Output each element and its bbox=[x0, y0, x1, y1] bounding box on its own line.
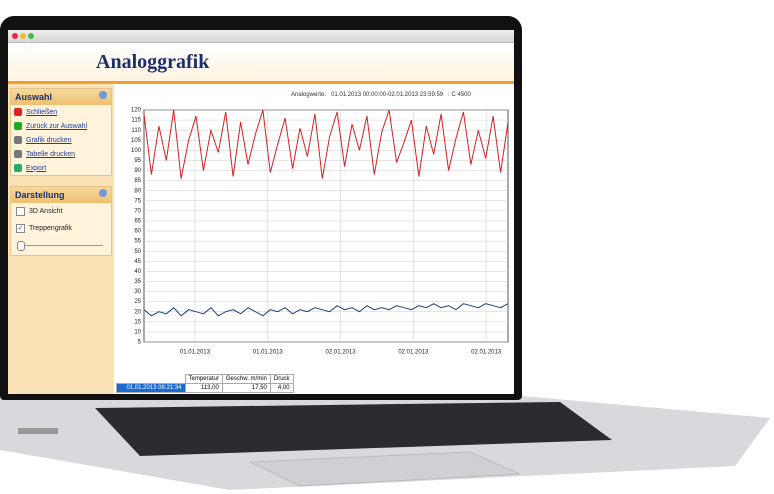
y-tick-label: 40 bbox=[134, 269, 141, 275]
cell: 113,00 bbox=[184, 383, 223, 393]
y-tick-label: 60 bbox=[134, 229, 141, 235]
plot-area bbox=[143, 109, 509, 343]
slider[interactable] bbox=[11, 237, 111, 255]
x-tick-label: 02.01.2013 bbox=[326, 350, 357, 356]
table-row[interactable]: 01.01.2013 06:21:34 113,00 17,50 4,00 bbox=[116, 383, 294, 393]
keyboard bbox=[95, 402, 612, 456]
y-tick-label: 85 bbox=[134, 178, 141, 184]
value-table: Temperatur Geschw. m/min Druck 01.01.201… bbox=[116, 374, 294, 393]
y-tick-label: 45 bbox=[134, 259, 141, 265]
column-header: Temperatur bbox=[184, 374, 223, 384]
menu-item[interactable]: Schließen bbox=[11, 105, 111, 119]
section: Darstellung 3D Ansicht ✓ Treppengrafik bbox=[10, 186, 112, 256]
checkbox[interactable] bbox=[16, 207, 25, 216]
close-dot[interactable] bbox=[12, 33, 18, 39]
y-tick-label: 35 bbox=[134, 279, 141, 285]
y-tick-label: 10 bbox=[134, 329, 141, 335]
sidebar: Auswahl Schließen Zurück zur Auswahl Gra… bbox=[8, 84, 114, 394]
y-tick-label: 5 bbox=[138, 340, 142, 346]
y-tick-label: 55 bbox=[134, 239, 141, 245]
menu-label[interactable]: Tabelle drucken bbox=[26, 150, 76, 158]
y-tick-label: 65 bbox=[134, 219, 141, 225]
option[interactable]: 3D Ansicht bbox=[11, 203, 111, 220]
y-tick-label: 50 bbox=[134, 249, 141, 255]
cell: 17,50 bbox=[221, 383, 271, 393]
menu-item[interactable]: Export bbox=[11, 161, 111, 175]
option-label: 3D Ansicht bbox=[29, 208, 63, 215]
cell: 4,00 bbox=[269, 383, 294, 393]
y-tick-label: 80 bbox=[134, 188, 141, 194]
menu-label[interactable]: Schließen bbox=[26, 108, 58, 116]
y-tick-label: 115 bbox=[131, 118, 141, 124]
y-tick-label: 120 bbox=[131, 108, 142, 114]
x-tick-label: 01.01.2013 bbox=[253, 350, 284, 356]
browser-bar bbox=[8, 30, 514, 43]
y-tick-label: 30 bbox=[134, 289, 141, 295]
column-header: Druck bbox=[269, 374, 294, 384]
option[interactable]: ✓ Treppengrafik bbox=[11, 220, 111, 237]
y-tick-label: 20 bbox=[134, 309, 141, 315]
series-line bbox=[143, 303, 509, 317]
min-dot[interactable] bbox=[20, 33, 26, 39]
menu-item[interactable]: Zurück zur Auswahl bbox=[11, 119, 111, 133]
checkbox[interactable]: ✓ bbox=[16, 224, 25, 233]
menu-item[interactable]: Tabelle drucken bbox=[11, 147, 111, 161]
page-title: Analoggrafik bbox=[96, 51, 210, 73]
chart-subtitle: Analogwerte: 01.01.2013 00:00:00-02.01.2… bbox=[291, 92, 471, 98]
menu-item[interactable]: Grafik drucken bbox=[11, 133, 111, 147]
screen: Analoggrafik Auswahl Schließen Zurück zu… bbox=[8, 30, 514, 394]
x-tick-label: 02.01.2013 bbox=[398, 350, 429, 356]
column-header: Geschw. m/min bbox=[221, 374, 271, 384]
trackpad bbox=[249, 451, 521, 487]
header: Analoggrafik bbox=[8, 43, 514, 84]
y-tick-label: 110 bbox=[131, 128, 141, 134]
y-tick-label: 70 bbox=[134, 208, 141, 214]
y-tick-label: 25 bbox=[134, 299, 141, 305]
menu-label[interactable]: Zurück zur Auswahl bbox=[26, 122, 88, 130]
chart: 5 10 15 20 25 30 35 40 45 50 55 60 65 70 75 80 85 90 95 100… bbox=[131, 108, 509, 356]
option-label: Treppengrafik bbox=[29, 225, 72, 232]
series-line bbox=[143, 109, 509, 179]
y-tick-label: 95 bbox=[134, 158, 141, 164]
menu-label[interactable]: Grafik drucken bbox=[26, 136, 72, 144]
y-tick-label: 15 bbox=[134, 319, 141, 325]
table-header: Temperatur Geschw. m/min Druck bbox=[116, 374, 294, 384]
y-tick-label: 90 bbox=[134, 168, 141, 174]
main: Analogwerte: 01.01.2013 00:00:00-02.01.2… bbox=[116, 84, 514, 394]
ports bbox=[18, 428, 58, 434]
bezel: Analoggrafik Auswahl Schließen Zurück zu… bbox=[0, 16, 522, 400]
x-tick-label: 01.01.2013 bbox=[180, 350, 211, 356]
cell: 01.01.2013 06:21:34 bbox=[116, 383, 186, 393]
menu-label[interactable]: Export bbox=[26, 164, 47, 172]
x-tick-label: 02.01.2013 bbox=[471, 350, 502, 356]
section: Auswahl Schließen Zurück zur Auswahl Gra… bbox=[10, 88, 112, 176]
y-tick-label: 75 bbox=[134, 198, 141, 204]
section-title: Auswahl bbox=[11, 89, 111, 105]
section-title: Darstellung bbox=[11, 187, 111, 203]
max-dot[interactable] bbox=[28, 33, 34, 39]
y-tick-label: 105 bbox=[131, 138, 142, 144]
y-tick-label: 100 bbox=[131, 148, 142, 154]
